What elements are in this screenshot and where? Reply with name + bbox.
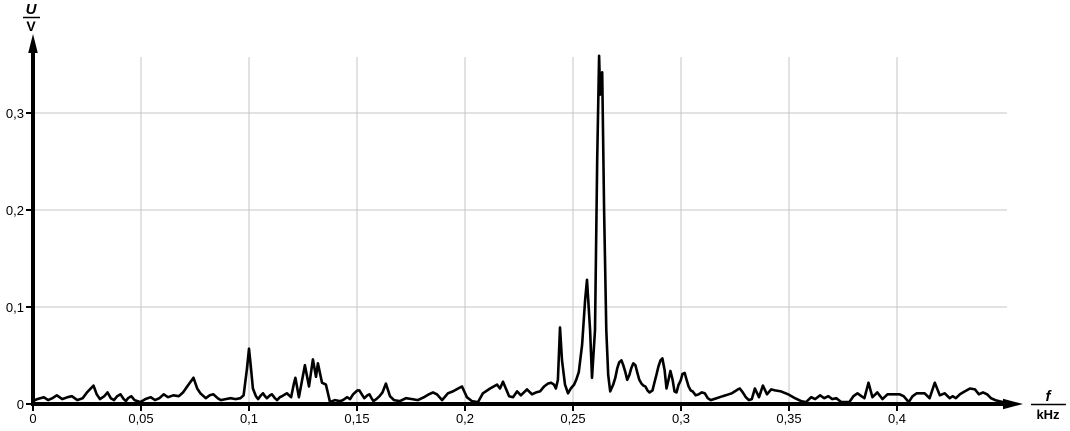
x-axis bbox=[31, 398, 1023, 410]
y-axis-arrow-icon bbox=[28, 34, 38, 53]
y-axis-quantity: U bbox=[26, 1, 38, 18]
y-tick-label: 0,1 bbox=[6, 300, 24, 315]
x-tick-label: 0,2 bbox=[456, 411, 474, 426]
spectrum-curve bbox=[31, 54, 1010, 404]
x-axis-unit: kHz bbox=[1036, 407, 1060, 422]
y-axis bbox=[28, 34, 38, 406]
x-tick-label: 0,1 bbox=[240, 411, 258, 426]
x-axis-arrow-icon bbox=[1003, 398, 1023, 410]
y-tick-label: 0,3 bbox=[6, 106, 24, 121]
x-tick-label: 0,3 bbox=[672, 411, 690, 426]
y-tick-label: 0 bbox=[17, 397, 24, 412]
x-tick-label: 0 bbox=[29, 411, 36, 426]
y-axis-label: U V bbox=[23, 1, 40, 34]
x-axis-quantity: f bbox=[1046, 388, 1053, 405]
y-tick-label: 0,2 bbox=[6, 203, 24, 218]
y-tick-labels: 0 0,1 0,2 0,3 bbox=[6, 106, 24, 412]
x-axis-label: f kHz bbox=[1031, 388, 1066, 422]
x-tick-label: 0,25 bbox=[560, 411, 585, 426]
y-tick-marks bbox=[26, 112, 33, 405]
x-tick-labels: 0 0,05 0,1 0,15 0,2 0,25 0,3 0,35 0,4 bbox=[29, 411, 906, 426]
y-axis-unit: V bbox=[26, 18, 36, 34]
grid bbox=[33, 57, 1007, 404]
x-tick-label: 0,15 bbox=[344, 411, 369, 426]
x-tick-label: 0,4 bbox=[888, 411, 906, 426]
x-tick-marks bbox=[32, 404, 898, 411]
x-tick-label: 0,05 bbox=[128, 411, 153, 426]
x-tick-label: 0,35 bbox=[776, 411, 801, 426]
